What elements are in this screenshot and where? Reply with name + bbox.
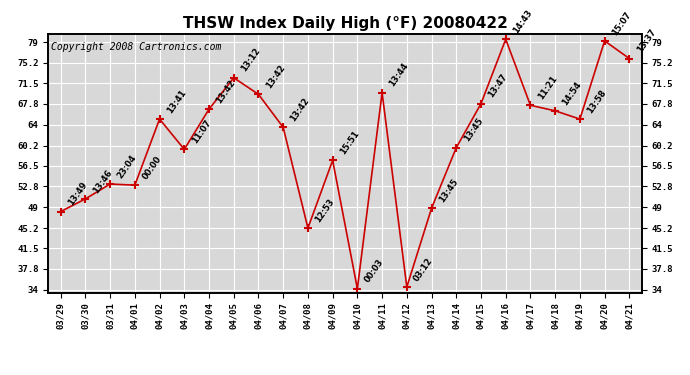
Text: 13:49: 13:49 xyxy=(66,180,89,207)
Text: 13:37: 13:37 xyxy=(635,27,658,54)
Text: 11:21: 11:21 xyxy=(536,74,559,101)
Text: 13:58: 13:58 xyxy=(585,88,608,115)
Text: 13:41: 13:41 xyxy=(165,88,188,115)
Text: 13:42: 13:42 xyxy=(215,78,237,105)
Title: THSW Index Daily High (°F) 20080422: THSW Index Daily High (°F) 20080422 xyxy=(183,16,507,31)
Text: 13:46: 13:46 xyxy=(91,168,114,195)
Text: 14:43: 14:43 xyxy=(511,8,534,35)
Text: 15:07: 15:07 xyxy=(610,10,633,37)
Text: 13:42: 13:42 xyxy=(264,63,287,90)
Text: 13:45: 13:45 xyxy=(462,117,484,144)
Text: 13:44: 13:44 xyxy=(388,62,411,88)
Text: 13:42: 13:42 xyxy=(288,96,311,123)
Text: 13:12: 13:12 xyxy=(239,46,262,74)
Text: 11:07: 11:07 xyxy=(190,118,213,145)
Text: 13:45: 13:45 xyxy=(437,177,460,204)
Text: 15:51: 15:51 xyxy=(338,129,361,156)
Text: 14:54: 14:54 xyxy=(561,80,584,106)
Text: 23:04: 23:04 xyxy=(116,153,138,180)
Text: 00:00: 00:00 xyxy=(140,154,163,181)
Text: 13:47: 13:47 xyxy=(486,72,509,99)
Text: 00:03: 00:03 xyxy=(363,258,386,285)
Text: Copyright 2008 Cartronics.com: Copyright 2008 Cartronics.com xyxy=(51,42,221,51)
Text: 12:53: 12:53 xyxy=(313,197,336,224)
Text: 03:12: 03:12 xyxy=(413,256,435,283)
